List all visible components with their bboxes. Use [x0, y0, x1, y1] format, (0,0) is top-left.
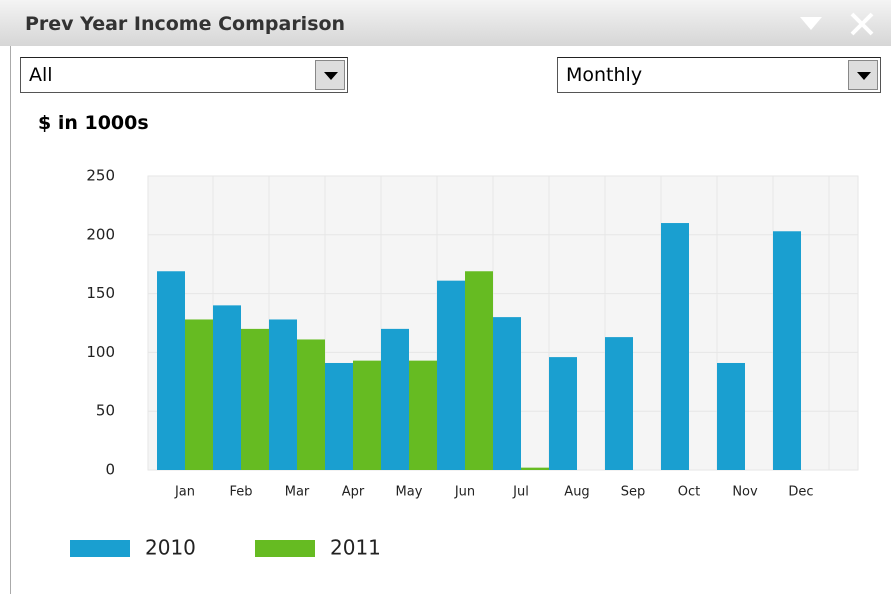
bar [185, 319, 213, 470]
legend-label: 2011 [330, 536, 381, 560]
bar [297, 339, 325, 470]
border [10, 46, 11, 594]
header: Prev Year Income Comparison [0, 0, 891, 46]
bar [409, 360, 437, 470]
x-tick-label: Apr [342, 485, 365, 500]
x-tick-label: Jul [512, 485, 529, 500]
legend-swatch [70, 540, 130, 557]
chart-title: $ in 1000s [38, 112, 149, 134]
bar [353, 360, 381, 470]
bar [213, 305, 241, 470]
dropdown-value: All [29, 64, 53, 86]
collapse-icon[interactable] [800, 17, 822, 30]
bar [241, 328, 269, 470]
x-tick-label: Nov [732, 485, 758, 500]
x-tick-label: Mar [285, 485, 310, 500]
bar [381, 328, 409, 470]
bar [157, 271, 185, 470]
bar [521, 467, 549, 470]
header-icons [800, 12, 874, 36]
x-tick-label: Jun [454, 485, 475, 500]
y-tick-label: 200 [86, 225, 115, 243]
bar [465, 271, 493, 470]
close-icon[interactable] [850, 12, 874, 36]
bar [493, 317, 521, 470]
bar [437, 280, 465, 470]
bar [661, 223, 689, 470]
bar [605, 337, 633, 470]
bar [325, 362, 353, 470]
dropdown-value: Monthly [566, 64, 643, 86]
x-tick-label: Jan [174, 485, 195, 500]
legend-swatch [255, 540, 315, 557]
x-tick-label: Aug [564, 485, 589, 500]
y-tick-label: 50 [96, 402, 115, 420]
y-tick-label: 0 [105, 461, 115, 479]
bar [717, 362, 745, 470]
header-title: Prev Year Income Comparison [25, 13, 346, 35]
x-tick-label: May [396, 485, 423, 500]
y-tick-label: 250 [86, 167, 115, 185]
plot-area [147, 175, 859, 471]
x-tick-label: Oct [678, 485, 700, 500]
y-tick-label: 150 [86, 284, 115, 302]
dropdown[interactable]: Monthly [557, 57, 881, 93]
bar [269, 319, 297, 470]
bar [549, 357, 577, 470]
x-tick-label: Dec [788, 485, 813, 500]
x-tick-label: Sep [621, 485, 646, 500]
y-tick-label: 100 [86, 343, 115, 361]
dropdown[interactable]: All [20, 57, 348, 93]
x-tick-label: Feb [229, 485, 252, 500]
legend-label: 2010 [145, 536, 196, 560]
bar [773, 231, 801, 470]
